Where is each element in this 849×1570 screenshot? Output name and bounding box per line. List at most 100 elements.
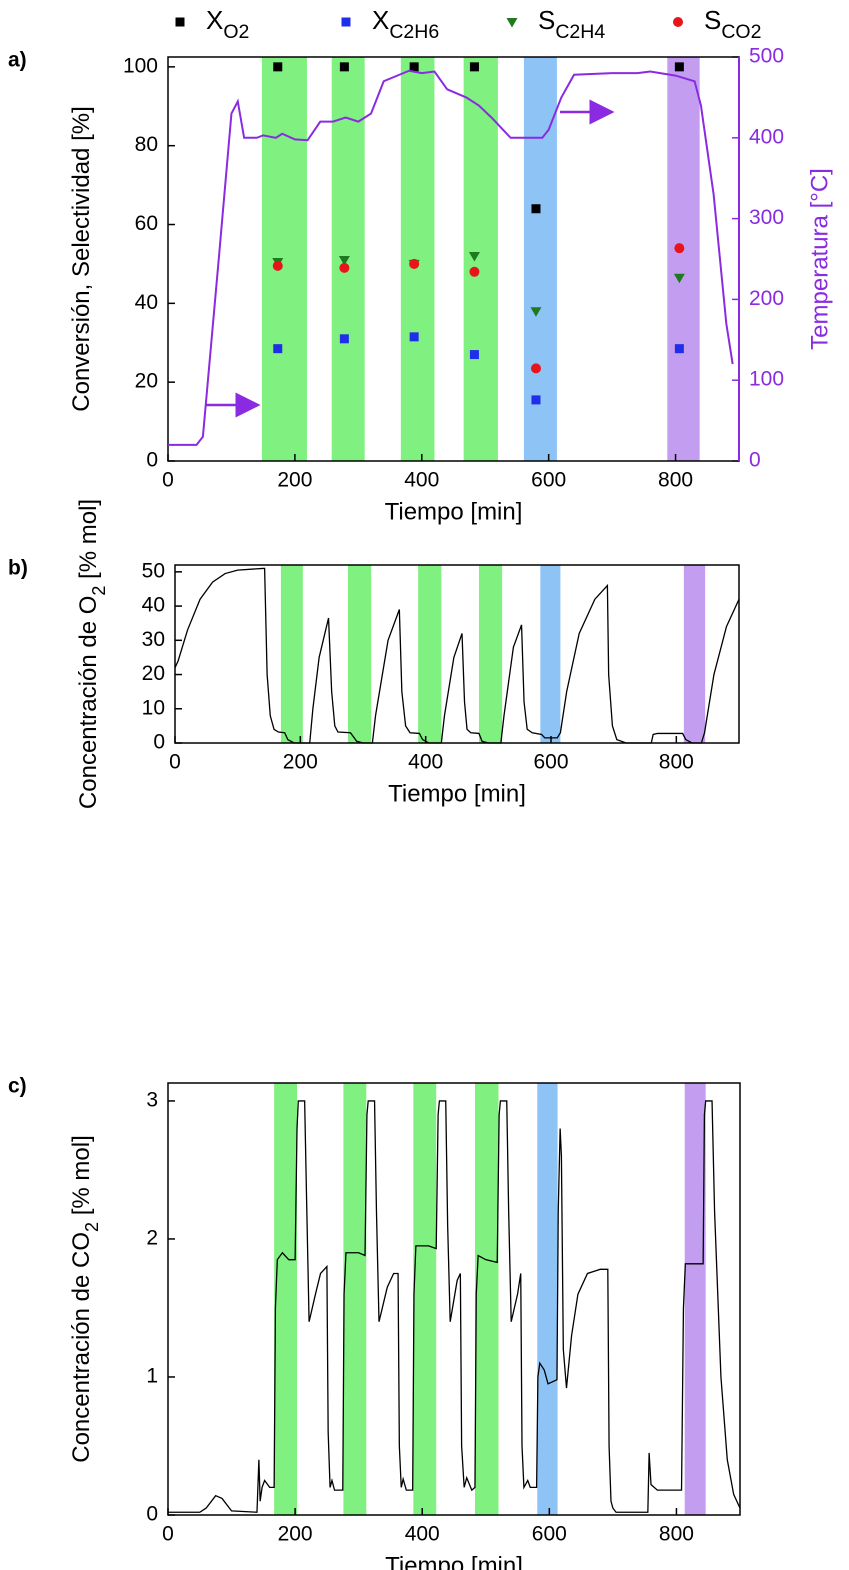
highlight-band	[331, 57, 365, 461]
x-axis-title: Tiempo [min]	[388, 780, 526, 807]
data-line	[168, 1100, 741, 1513]
marker	[469, 62, 479, 72]
x-tick-label: 800	[658, 469, 693, 492]
panel-label: b)	[8, 557, 28, 580]
marker	[531, 204, 541, 214]
marker	[273, 344, 283, 354]
legend-marker	[506, 18, 518, 28]
marker	[673, 273, 685, 284]
legend-label: XO2	[206, 5, 249, 43]
highlight-band	[684, 1083, 706, 1515]
y-tick-label: 0	[146, 449, 158, 472]
y2-tick-label: 0	[749, 449, 761, 472]
x-axis-title: Tiempo [min]	[385, 498, 523, 525]
x-tick-label: 600	[533, 751, 568, 774]
y-tick-label: 1	[146, 1365, 158, 1388]
x-tick-label: 200	[283, 751, 318, 774]
marker	[339, 334, 349, 344]
legend-marker	[673, 17, 683, 27]
x-tick-label: 200	[277, 469, 312, 492]
x-tick-label: 0	[162, 469, 174, 492]
x-tick-label: 400	[405, 1523, 440, 1546]
y2-tick-label: 300	[749, 206, 784, 229]
x-tick-label: 0	[162, 1523, 174, 1546]
marker	[409, 258, 420, 269]
y2-tick-label: 100	[749, 368, 784, 391]
y2-tick-label: 500	[749, 45, 784, 68]
marker	[468, 252, 480, 262]
highlight-band	[347, 565, 372, 743]
marker	[674, 62, 684, 72]
y-tick-label: 0	[153, 731, 165, 754]
x-tick-label: 600	[532, 1523, 567, 1546]
marker	[469, 350, 479, 360]
legend-marker	[175, 17, 185, 27]
marker	[339, 262, 350, 273]
y-tick-label: 2	[146, 1227, 158, 1250]
y-tick-label: 80	[135, 133, 158, 156]
y-axis-title: Concentración de O2 [% mol]	[75, 499, 108, 809]
highlight-band	[537, 1083, 558, 1515]
y2-tick-label: 400	[749, 125, 784, 148]
x-tick-label: 400	[404, 469, 439, 492]
plot-frame	[167, 56, 740, 462]
y-tick-label: 100	[123, 54, 158, 77]
y2-tick-label: 200	[749, 287, 784, 310]
y-tick-label: 10	[142, 696, 165, 719]
marker	[530, 307, 542, 317]
highlight-band	[683, 565, 706, 743]
highlight-band	[343, 1083, 367, 1515]
x-tick-label: 800	[659, 751, 694, 774]
marker	[469, 266, 480, 277]
marker	[531, 395, 541, 405]
highlight-band	[474, 1083, 499, 1515]
marker	[530, 363, 541, 374]
y-tick-label: 40	[135, 291, 158, 314]
legend-label: XC2H6	[372, 5, 439, 43]
y-tick-label: 40	[142, 594, 165, 617]
x-tick-label: 200	[278, 1523, 313, 1546]
x-tick-label: 800	[659, 1523, 694, 1546]
marker	[409, 62, 419, 72]
highlight-band	[478, 565, 503, 743]
y-tick-label: 20	[135, 370, 158, 393]
marker	[273, 62, 283, 72]
x-tick-label: 0	[169, 751, 181, 774]
y-tick-label: 30	[142, 628, 165, 651]
highlight-band	[418, 565, 442, 743]
highlight-band	[463, 57, 498, 461]
marker	[409, 332, 419, 342]
marker	[338, 255, 350, 266]
highlight-band	[274, 1083, 298, 1515]
y-axis-title: Conversión, Selectividad [%]	[68, 106, 95, 411]
marker	[272, 260, 283, 271]
x-tick-label: 600	[531, 469, 566, 492]
marker	[339, 62, 349, 72]
marker	[674, 344, 684, 354]
panel-label: c)	[8, 1075, 27, 1098]
legend-label: SC2H4	[538, 5, 605, 43]
legend-label: SCO2	[704, 5, 761, 43]
plot-frame	[167, 1082, 741, 1516]
x-tick-label: 400	[408, 751, 443, 774]
y-tick-label: 60	[135, 212, 158, 235]
highlight-band	[413, 1083, 437, 1515]
y-axis-title: Concentración de CO2 [% mol]	[68, 1135, 101, 1463]
y-tick-label: 20	[142, 662, 165, 685]
highlight-band	[400, 57, 435, 461]
y-tick-label: 50	[142, 559, 165, 582]
highlight-band	[667, 57, 700, 461]
plot-frame	[174, 564, 740, 744]
marker	[674, 243, 685, 254]
data-line	[168, 69, 734, 446]
legend-marker	[341, 17, 351, 27]
highlight-band	[261, 57, 307, 461]
panel-label: a)	[8, 49, 27, 72]
y-tick-label: 3	[146, 1088, 158, 1111]
y-tick-label: 0	[146, 1503, 158, 1526]
highlight-band	[540, 565, 561, 743]
highlight-band	[280, 565, 303, 743]
y2-axis-title: Temperatura [°C]	[806, 168, 833, 350]
x-axis-title: Tiempo [min]	[385, 1552, 523, 1570]
